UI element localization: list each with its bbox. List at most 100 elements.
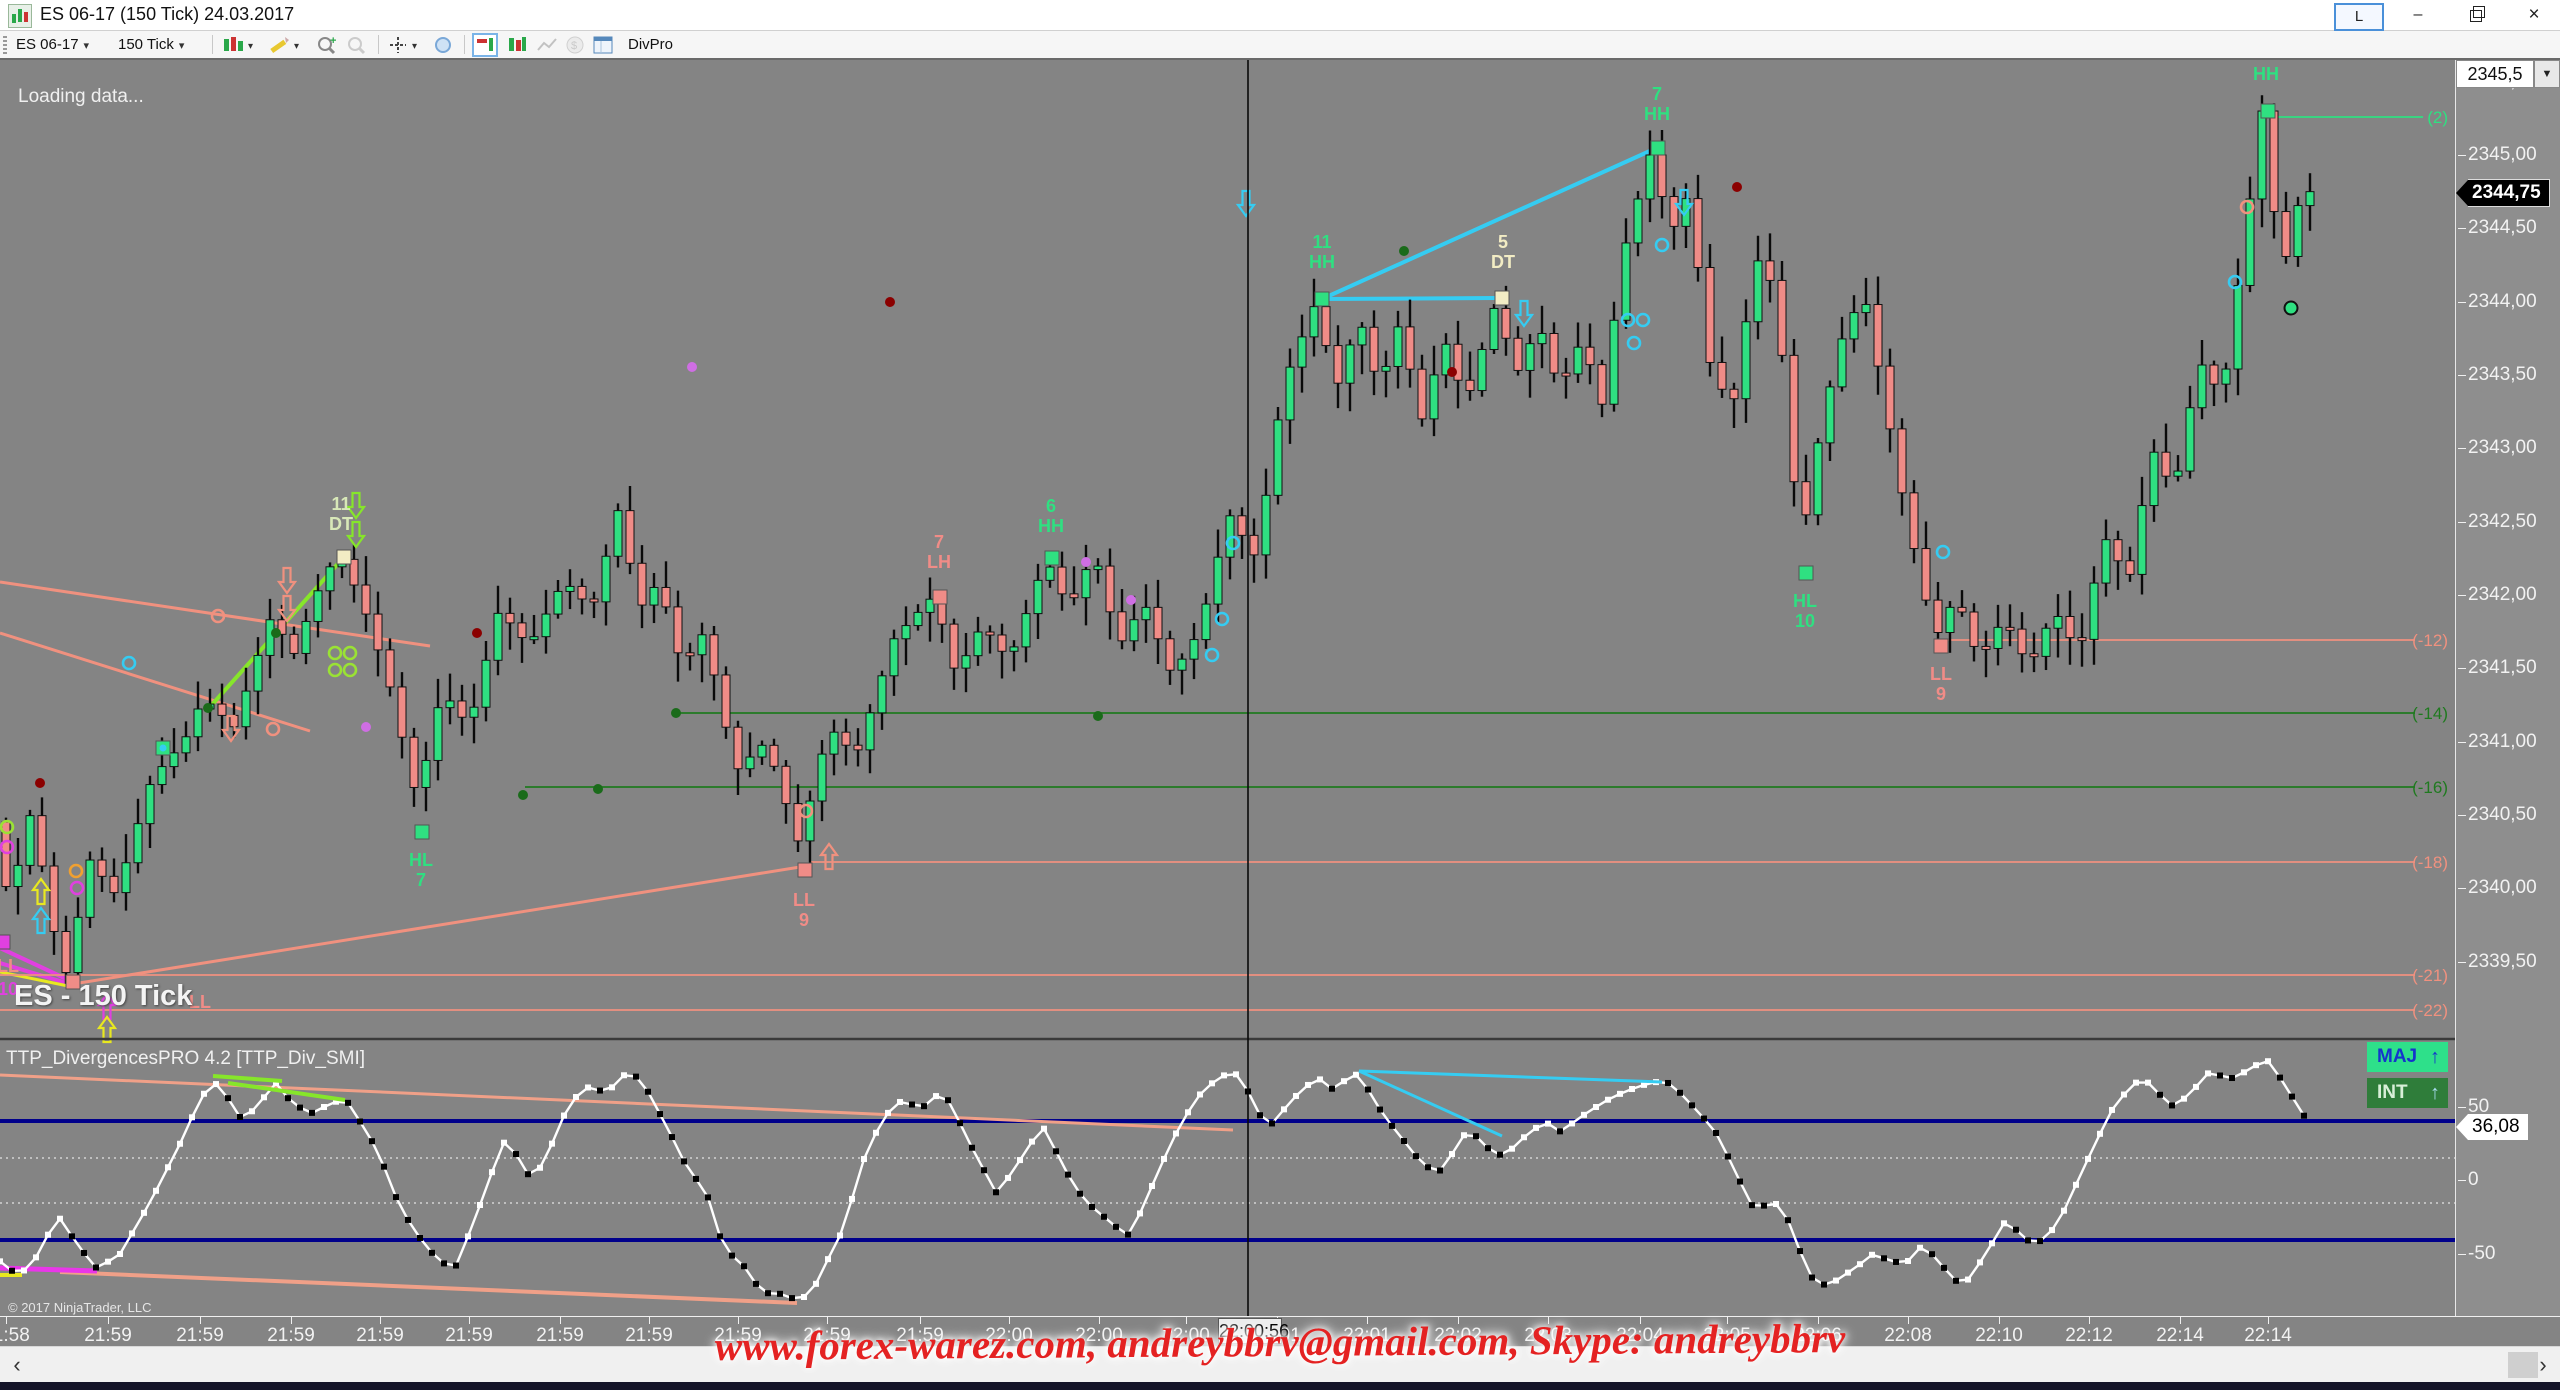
price-tick-label: 2342,00 xyxy=(2468,584,2537,605)
price-tick-label: 2343,50 xyxy=(2468,364,2537,385)
dollar-icon[interactable]: $ xyxy=(564,35,586,55)
restore-button[interactable] xyxy=(2458,3,2494,27)
time-tick-label: 22:01 xyxy=(1343,1325,1391,1346)
svg-text:LL9: LL 9 xyxy=(793,890,815,930)
svg-text:(-22): (-22) xyxy=(2412,1001,2448,1020)
svg-text:(-18): (-18) xyxy=(2412,853,2448,872)
svg-text:6HH: 6 HH xyxy=(1038,496,1064,536)
svg-text:▾: ▾ xyxy=(294,41,299,52)
price-tick xyxy=(2458,522,2466,523)
time-tick-label: 21:59 xyxy=(356,1325,404,1346)
int-signal-badge: INT ↑ xyxy=(2367,1078,2448,1108)
price-tick-label: 2344,50 xyxy=(2468,217,2537,238)
scrollbar-thumb[interactable] xyxy=(2508,1352,2538,1378)
time-tick-label: 22:00 xyxy=(985,1325,1033,1346)
time-tick-label: 21:59 xyxy=(267,1325,315,1346)
time-tick-label: 22:04 xyxy=(1616,1325,1664,1346)
loading-status: Loading data... xyxy=(18,86,144,107)
instrument-dropdown[interactable]: ES 06-17 ▾ xyxy=(16,36,90,53)
chart-window-icon[interactable] xyxy=(506,35,528,55)
time-tick-label: 22:12 xyxy=(2065,1325,2113,1346)
price-tick xyxy=(2458,228,2466,229)
maj-signal-badge: MAJ ↑ xyxy=(2367,1042,2448,1072)
price-axis-dropdown[interactable]: ▼ xyxy=(2534,60,2560,88)
zoom-in-icon[interactable]: + xyxy=(316,35,338,55)
status-strip xyxy=(0,1382,2560,1390)
chevron-down-icon: ▾ xyxy=(83,40,90,52)
price-tick-label: 2341,00 xyxy=(2468,731,2537,752)
svg-text:HH: HH xyxy=(2253,64,2279,84)
svg-text:(-21): (-21) xyxy=(2412,966,2448,985)
price-axis-top-value: 2345,5 xyxy=(2456,60,2534,88)
time-axis[interactable]: 21:58 21:59 21:59 21:59 21:59 21:59 21:59 21:59… xyxy=(0,1316,2560,1346)
price-tick xyxy=(2458,448,2466,449)
time-tick-label: 22:10 xyxy=(1975,1325,2023,1346)
chart-instrument-label: ES - 150 Tick xyxy=(14,980,193,1012)
zoom-out-icon[interactable] xyxy=(346,35,368,55)
chart-panel-active-icon[interactable] xyxy=(472,33,498,57)
price-tick-label: 2340,50 xyxy=(2468,804,2537,825)
data-grid-icon[interactable] xyxy=(592,35,614,55)
chart-app-icon xyxy=(8,4,32,28)
horizontal-scrollbar[interactable]: ‹ › xyxy=(0,1346,2560,1383)
svg-text:LL9: LL 9 xyxy=(1930,664,1952,704)
svg-text:LL: LL xyxy=(0,956,19,976)
scroll-left-icon[interactable]: ‹ xyxy=(13,1352,21,1377)
chart-style-icon[interactable]: ▾ xyxy=(222,35,253,55)
time-tick-label: 21:59 xyxy=(625,1325,673,1346)
title-bar: ES 06-17 (150 Tick) 24.03.2017 L – × xyxy=(0,0,2560,31)
oscillator-tick-label: 50 xyxy=(2468,1096,2490,1117)
svg-text:10: 10 xyxy=(0,979,18,999)
up-arrow-icon: ↑ xyxy=(2430,1046,2440,1068)
chart-plot-area[interactable]: (2) (-12) (-14) (-16) (-18) (-21) (-22) HH 11 HH 5… xyxy=(0,60,2455,1316)
price-tick-label: 2343,00 xyxy=(2468,437,2537,458)
price-tick xyxy=(2458,815,2466,816)
price-tick xyxy=(2458,888,2466,889)
last-price-marker: 2344,75 xyxy=(2456,179,2550,207)
time-tick-label: 22:05 xyxy=(1703,1325,1751,1346)
time-tick-label: 22:14 xyxy=(2156,1325,2204,1346)
time-tick-label: 21:59 xyxy=(714,1325,762,1346)
link-window-button[interactable]: L xyxy=(2334,3,2384,31)
window-title: ES 06-17 (150 Tick) 24.03.2017 xyxy=(40,4,295,24)
time-tick-label: 21:59 xyxy=(896,1325,944,1346)
time-tick-label: 21:58 xyxy=(0,1325,30,1346)
minimize-button[interactable]: – xyxy=(2413,6,2423,23)
divpro-label: DivPro xyxy=(628,36,674,53)
toolbar-grip[interactable] xyxy=(3,36,7,54)
price-tick-label: 2341,50 xyxy=(2468,657,2537,678)
svg-text:HL7: HL 7 xyxy=(409,850,433,890)
price-tick-label: 2342,50 xyxy=(2468,511,2537,532)
indicator-value-marker: 36,08 xyxy=(2456,1114,2528,1140)
svg-text:▾: ▾ xyxy=(248,41,253,52)
crosshair-tool-icon[interactable]: ▾ xyxy=(388,35,417,55)
time-tick-label: 21:59 xyxy=(803,1325,851,1346)
toolbar: ES 06-17 ▾ 150 Tick ▾ ▾ ▾ + ▾ xyxy=(0,31,2560,60)
time-tick-label: 22:00 xyxy=(1075,1325,1123,1346)
close-button[interactable]: × xyxy=(2528,4,2540,25)
svg-text:(2): (2) xyxy=(2427,108,2448,127)
data-box-icon[interactable] xyxy=(432,35,454,55)
svg-text:7HH: 7 HH xyxy=(1644,84,1670,124)
price-tick-label: 2345,00 xyxy=(2468,144,2537,165)
price-tick-label: 2344,00 xyxy=(2468,291,2537,312)
price-tick-label: 2340,00 xyxy=(2468,877,2537,898)
up-arrow-icon: ↑ xyxy=(2430,1082,2440,1104)
restore-icon xyxy=(2470,6,2485,22)
svg-text:7LH: 7 LH xyxy=(927,532,951,572)
price-tick xyxy=(2458,595,2466,596)
drawing-tools-icon[interactable]: ▾ xyxy=(268,35,299,55)
time-tick-label: 21:59 xyxy=(84,1325,132,1346)
scroll-right-icon[interactable]: › xyxy=(2539,1352,2547,1377)
interval-dropdown[interactable]: 150 Tick ▾ xyxy=(118,36,185,53)
svg-text:(-12): (-12) xyxy=(2412,631,2448,650)
time-tick-label: 22:00 xyxy=(1162,1325,1210,1346)
oscillator-tick-label: 0 xyxy=(2468,1169,2479,1190)
time-tick-label: 21:59 xyxy=(176,1325,224,1346)
time-tick-label: 22:14 xyxy=(2244,1325,2292,1346)
line-chart-icon[interactable] xyxy=(536,35,558,55)
price-tick xyxy=(2458,668,2466,669)
